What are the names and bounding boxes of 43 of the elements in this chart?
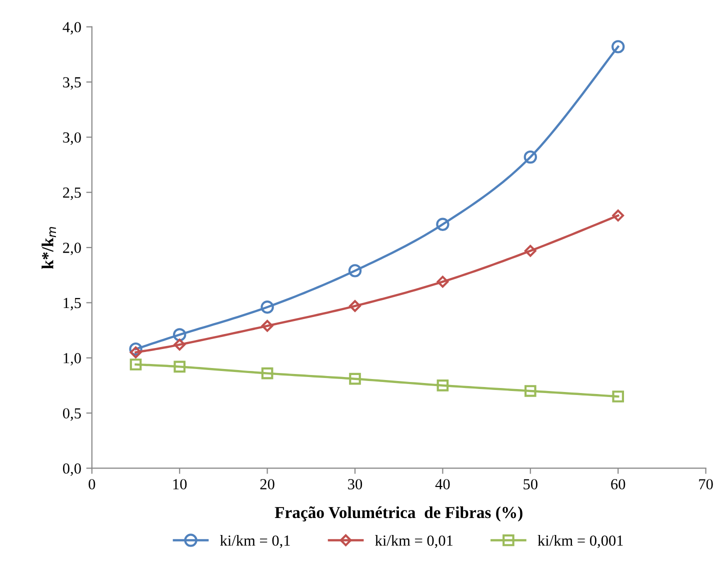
y-tick-label: 2,0 [63,242,81,256]
point [260,300,274,314]
point [524,244,536,257]
legend-label: ki/km = 0,01 [375,535,453,548]
x-tick-label: 30 [348,479,362,490]
point [524,150,537,164]
y-tick-label: 1,5 [64,298,81,310]
point [348,264,362,278]
point [349,300,361,312]
point [349,372,361,385]
x-tick-label: 60 [611,479,626,490]
point [436,380,449,392]
point [611,40,625,54]
x-tick-label: 70 [699,479,713,490]
point [524,385,536,397]
y-tick-label: 2,5 [63,188,81,200]
y-tick-label: 3,5 [63,77,81,90]
point [261,320,274,332]
point [173,328,186,342]
x-tick-label: 40 [435,479,450,490]
point [436,276,449,288]
y-tick-label: 3,0 [63,132,81,145]
point [174,338,186,351]
point [436,218,450,231]
legend-label: ki/km = 0,1 [220,535,290,548]
point [174,360,186,373]
x-tick-label: 0 [88,479,96,490]
point [130,358,142,370]
legend-label: ki/km = 0,001 [538,535,623,548]
point [261,367,274,380]
y-tick-label: 1,0 [64,353,81,366]
point [130,346,142,358]
y-tick-label: 4,0 [62,22,81,34]
point [612,210,624,222]
x-axis-title: Fração Volumétrica de Fibras (%) [274,506,522,522]
point [129,342,142,356]
x-tick-label: 20 [260,479,274,490]
point [612,390,624,402]
y-axis-title: k*/k$_{m}$ [42,227,56,269]
x-tick-label: 50 [524,479,538,490]
x-tick-label: 10 [173,479,187,490]
y-tick-label: 0,0 [62,463,81,476]
y-tick-label: 0,5 [62,408,81,421]
